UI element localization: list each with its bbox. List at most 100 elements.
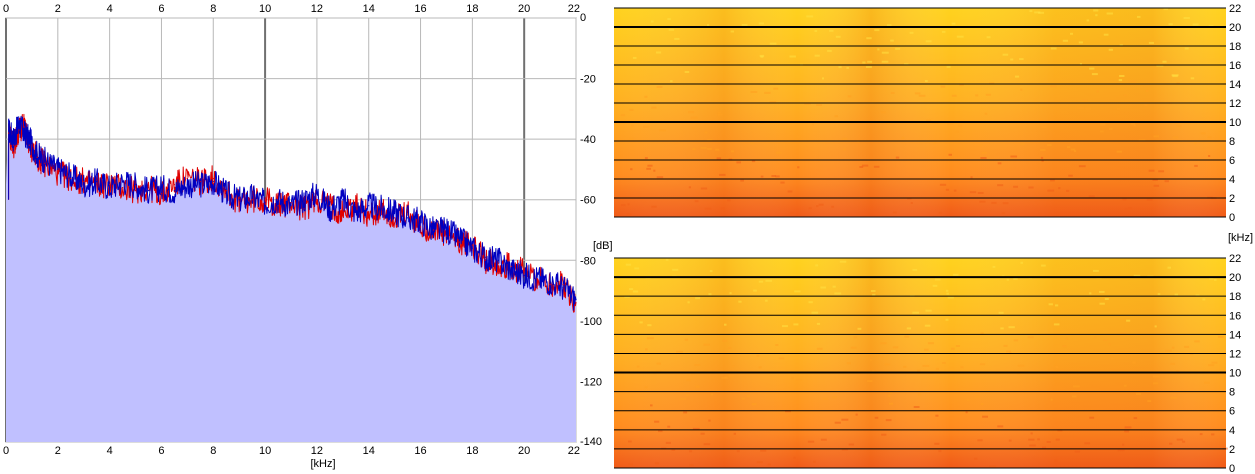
spectrum-point (316, 199, 318, 201)
spectrogram-texture-cell (778, 357, 785, 360)
spectrogram-texture-cell (895, 156, 900, 159)
spectrogram-texture-cell (1070, 32, 1073, 35)
spectrogram-texture-cell (884, 363, 891, 366)
spectrogram-texture-cell (1078, 165, 1086, 168)
spectrogram-texture-cell (889, 402, 893, 405)
spectrogram-texture-cell (727, 199, 731, 202)
spectrogram-texture-cell (688, 186, 692, 189)
spectrogram-texture-cell (667, 425, 671, 428)
spectrogram-texture-cell (797, 166, 800, 169)
spectrogram-texture-cell (934, 442, 940, 445)
spectrogram-texture-cell (1148, 41, 1155, 44)
spectrum-point (277, 205, 279, 207)
spectrogram-texture-cell (909, 31, 914, 34)
spectrogram-texture-cell (980, 157, 987, 159)
spectrogram-texture-cell (741, 23, 748, 26)
spectrogram-texture-cell (645, 348, 648, 351)
spectrogram-texture-cell (716, 157, 722, 160)
spectrogram-texture-cell (1116, 108, 1121, 111)
spectrogram-texture-cell (1041, 264, 1046, 267)
spectrogram-texture-cell (946, 292, 949, 295)
spectrogram-texture-cell (665, 441, 671, 444)
spectrogram-texture-cell (816, 322, 821, 325)
spectrogram-texture-cell (924, 324, 931, 327)
spectrum-x-tick-label: 22 (568, 445, 580, 457)
spectrogram-texture-cell (1041, 126, 1047, 129)
spectrogram-texture-cell (888, 394, 891, 397)
spectrum-point (96, 180, 98, 183)
spectrogram-texture-cell (880, 342, 887, 345)
spectrogram-texture-cell (694, 200, 699, 203)
spectrum-point (23, 132, 25, 134)
spectrogram-texture-cell (1128, 207, 1133, 210)
spectrogram-texture-cell (913, 406, 920, 408)
spectrogram-texture-cell (992, 265, 996, 268)
spectrogram-texture-cell (750, 142, 754, 145)
spectrum-point (199, 183, 201, 186)
spectrogram-texture-cell (1148, 169, 1155, 172)
spectrogram-texture-cell (1048, 303, 1053, 306)
spectrum-point (381, 208, 383, 210)
spectrogram-texture-cell (640, 396, 645, 399)
spectrum-x-tick-label: 22 (568, 3, 580, 15)
spectrogram-texture-cell (1000, 327, 1004, 330)
spectrogram-texture-cell (890, 39, 894, 42)
spectrogram-texture-cell (1084, 442, 1091, 445)
spectrum-point (355, 211, 357, 213)
spectrogram-y-tick-label: 0 (1229, 463, 1235, 474)
spectrogram-y-tick-label: 22 (1229, 253, 1241, 265)
spectrum-point (419, 220, 422, 222)
spectrogram-texture-cell (704, 207, 712, 210)
spectrum-point (186, 177, 188, 180)
spectrogram-texture-cell (1218, 335, 1224, 338)
spectrogram-texture-cell (729, 292, 732, 295)
spectrum-point (303, 208, 305, 210)
spectrum-point (497, 262, 499, 264)
spectrum-point (44, 162, 46, 164)
spectrogram-texture-cell (707, 139, 713, 141)
spectrogram-texture-cell (620, 114, 626, 117)
spectrogram-texture-cell (1079, 63, 1083, 65)
spectrum-point (432, 229, 435, 231)
spectrum-point (13, 144, 15, 146)
spectrum-point (121, 180, 124, 183)
spectrogram-texture-cell (862, 61, 866, 64)
spectrogram-texture-cell (1145, 89, 1149, 92)
spectrogram-texture-cell (834, 421, 841, 424)
spectrogram-texture-cell (975, 94, 979, 97)
spectrogram-texture-cell (938, 450, 942, 453)
spectrogram-texture-cell (1096, 90, 1099, 93)
spectrogram-texture-cell (700, 187, 708, 190)
spectrogram-y-tick-label: 8 (1229, 387, 1235, 399)
spectrogram-y-tick-label: 12 (1229, 98, 1241, 110)
spectrogram-bottom: 0 2 4 6 8 10 12 14 16 18 20 22 (614, 253, 1241, 474)
spectrogram-texture-cell (1176, 370, 1180, 372)
spectrum-x-tick-label: 0 (3, 3, 9, 15)
spectrogram-texture-cell (1162, 60, 1167, 63)
spectrogram-texture-cell (1066, 189, 1070, 192)
spectrogram-texture-cell (684, 71, 690, 73)
spectrogram-texture-cell (829, 29, 834, 32)
spectrogram-texture-cell (1008, 326, 1015, 329)
spectrogram-texture-cell (700, 432, 705, 435)
spectrum-y-tick-label: -40 (580, 134, 596, 146)
spectrogram-texture-cell (624, 295, 630, 298)
spectrogram-texture-cell (1123, 94, 1127, 97)
spectrum-point (303, 199, 305, 201)
spectrogram-texture-cell (1119, 44, 1123, 47)
spectrogram-y-tick-label: 2 (1229, 444, 1235, 456)
spectrogram-texture-cell (885, 419, 892, 422)
spectrogram-texture-cell (756, 461, 763, 464)
spectrogram-texture-cell (1123, 384, 1127, 387)
spectrogram-texture-cell (658, 430, 663, 433)
spectrogram-texture-cell (1077, 107, 1084, 109)
spectrogram-y-tick-label: 6 (1229, 155, 1235, 167)
spectrum-point (562, 286, 564, 289)
spectrogram-texture-cell (957, 124, 963, 127)
spectrogram-texture-cell (625, 263, 632, 266)
spectrogram-texture-cell (917, 369, 921, 372)
spectrum-point (238, 199, 240, 201)
spectrogram-texture-cell (654, 420, 660, 423)
spectrum-point (134, 183, 137, 186)
spectrogram-texture-cell (979, 363, 986, 366)
